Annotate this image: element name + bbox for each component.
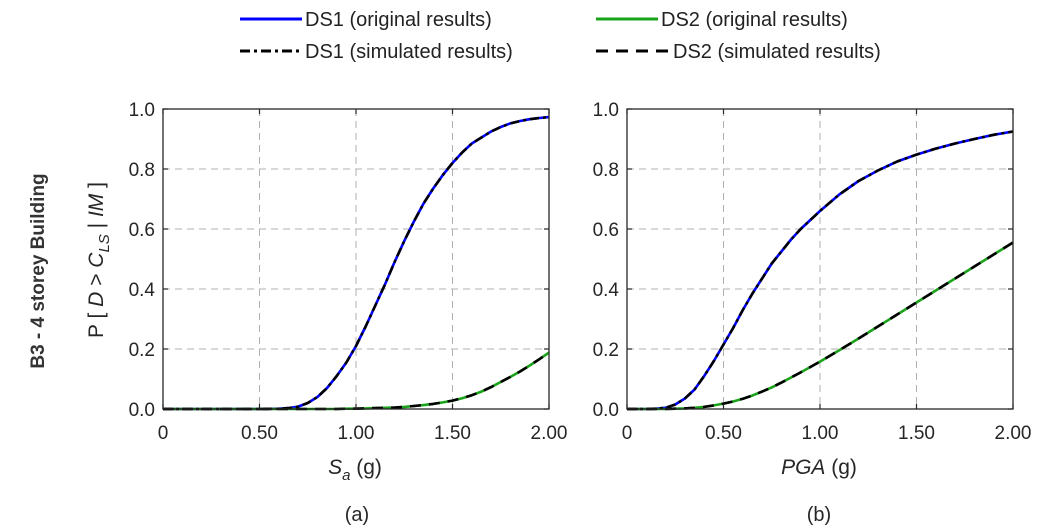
panel-b: 0 0.50 1.00 1.50 2.00 0.0 0.2 0.4 0.6 0.8 1.0 PGA … — [593, 100, 1032, 526]
panel-a: 0 0.50 1.00 1.50 2.00 0.0 0.2 0.4 0.6 0.8 1.0 Sa (… — [129, 100, 568, 526]
legend-item-ds1-original: DS1 (original results) — [240, 9, 492, 31]
legend: DS1 (original results) DS2 (original res… — [240, 9, 881, 63]
legend-item-ds2-simulated: DS2 (simulated results) — [596, 41, 881, 63]
panel-a-ticks: 0 0.50 1.00 1.50 2.00 0.0 0.2 0.4 0.6 0.8 1.0 — [129, 100, 568, 444]
legend-label-ds2-simulated: DS2 (simulated results) — [673, 41, 881, 63]
legend-label-ds1-original: DS1 (original results) — [305, 9, 492, 31]
panel-b-ytick-label: 0.4 — [593, 280, 620, 301]
panel-b-xtick-label: 0 — [622, 423, 633, 444]
y-label-bar: | — [85, 217, 108, 234]
panel-a-x-label: Sa (g) — [328, 456, 382, 484]
panel-b-x-label-main: PGA — [781, 456, 825, 479]
panel-a-xtick-label: 0 — [158, 423, 169, 444]
panel-a-series-ds1-simulated — [163, 115, 550, 411]
panel-b-ytick-label: 0.8 — [593, 160, 619, 181]
legend-item-ds2-original: DS2 (original results) — [596, 9, 848, 31]
panel-b-ticks: 0 0.50 1.00 1.50 2.00 0.0 0.2 0.4 0.6 0.8 1.0 — [593, 100, 1032, 444]
y-label-suffix: ] — [85, 182, 108, 194]
panel-b-ytick-label: 0.2 — [593, 340, 619, 361]
panel-a-xtick-label: 1.00 — [338, 423, 375, 444]
panel-b-series-ds2-simulated — [627, 241, 1014, 411]
y-label-sub-ls: LS — [96, 234, 113, 252]
panel-a-x-label-unit: (g) — [350, 456, 382, 479]
y-label-prefix: P [ — [85, 307, 108, 338]
panel-a-ytick-label: 0.2 — [129, 340, 155, 361]
panel-a-ytick-label: 0.6 — [129, 220, 155, 241]
panel-a-x-label-main: S — [328, 456, 342, 479]
panel-b-x-label: PGA (g) — [781, 456, 857, 479]
panel-b-series-ds1-simulated — [627, 130, 1014, 411]
panel-a-xtick-label: 1.50 — [434, 423, 471, 444]
panel-b-ytick-label: 0.0 — [593, 400, 619, 421]
panel-a-xtick-label: 0.50 — [241, 423, 278, 444]
legend-label-ds1-simulated: DS1 (simulated results) — [305, 41, 513, 63]
panel-b-xtick-label: 0.50 — [705, 423, 742, 444]
panel-b-xtick-label: 2.00 — [995, 423, 1032, 444]
panel-b-xtick-label: 1.00 — [802, 423, 839, 444]
panel-b-grid — [627, 109, 1013, 409]
panel-a-ytick-label: 1.0 — [129, 100, 155, 121]
row-label: B3 - 4 storey Building — [28, 173, 49, 368]
panel-b-ytick-label: 1.0 — [593, 100, 619, 121]
legend-item-ds1-simulated: DS1 (simulated results) — [240, 41, 513, 63]
panel-a-xtick-label: 2.00 — [531, 423, 568, 444]
panel-a-x-label-sub: a — [342, 467, 350, 484]
panel-b-x-label-unit: (g) — [825, 456, 857, 479]
panel-a-ytick-label: 0.0 — [129, 400, 155, 421]
panel-b-ytick-label: 0.6 — [593, 220, 619, 241]
panel-a-ytick-label: 0.8 — [129, 160, 155, 181]
panel-b-xtick-label: 1.50 — [898, 423, 935, 444]
panel-a-ytick-label: 0.4 — [129, 280, 156, 301]
panel-a-grid — [163, 109, 549, 409]
y-label-gt: > — [85, 268, 108, 292]
y-label-var-c: C — [85, 252, 108, 268]
panel-b-sublabel: (b) — [807, 504, 831, 526]
y-label-var-im: IM — [85, 193, 108, 217]
panel-a-sublabel: (a) — [345, 504, 369, 526]
legend-label-ds2-original: DS2 (original results) — [661, 9, 848, 31]
y-axis-label: P [ D > CLS | IM ] — [85, 182, 113, 338]
y-label-var-d: D — [85, 292, 108, 307]
